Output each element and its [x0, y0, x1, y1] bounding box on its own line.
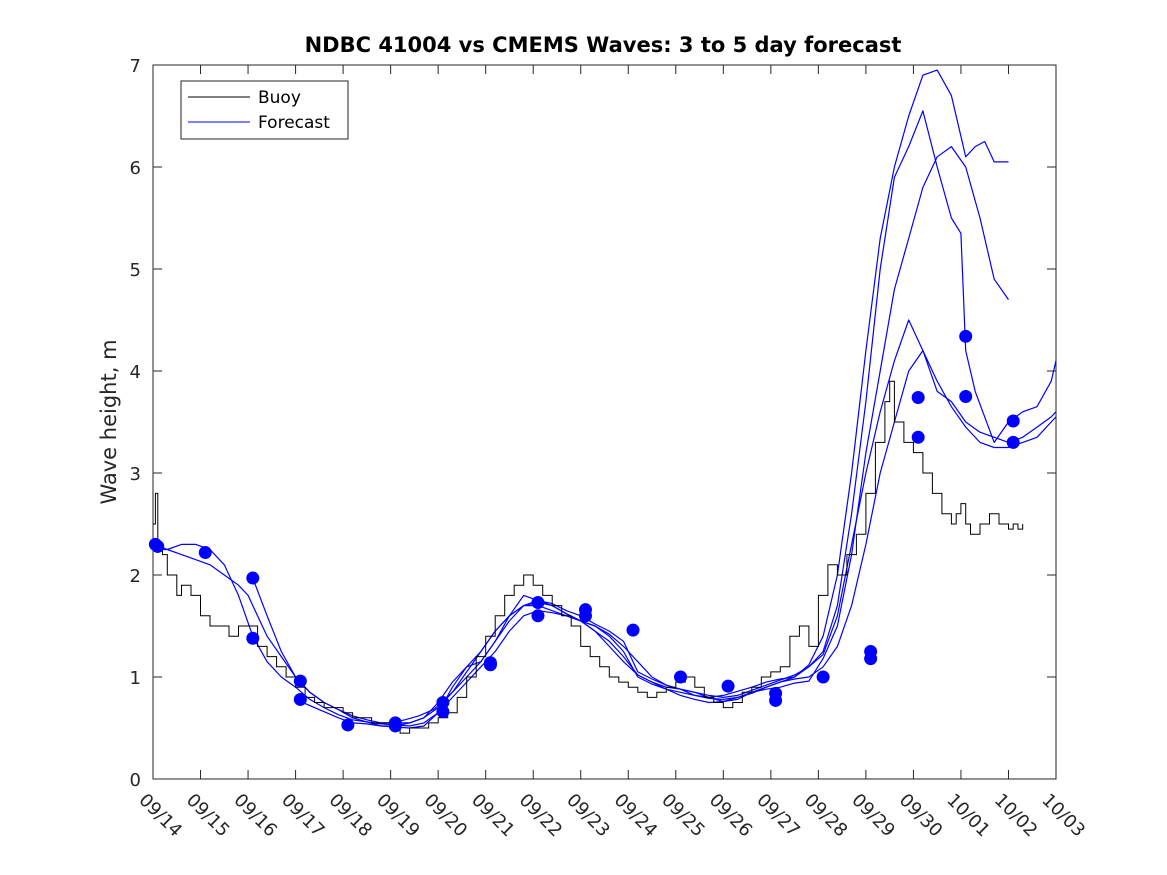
forecast-marker	[388, 719, 402, 733]
y-tick-label: 6	[130, 158, 141, 179]
forecast-marker	[911, 391, 925, 405]
legend-buoy-label: Buoy	[258, 88, 301, 108]
forecast-marker	[864, 652, 878, 666]
y-tick-label: 5	[130, 260, 141, 281]
forecast-marker	[959, 329, 973, 343]
forecast-marker	[151, 539, 165, 553]
chart-title: NDBC 41004 vs CMEMS Waves: 3 to 5 day fo…	[305, 33, 902, 57]
y-tick-label: 1	[130, 668, 141, 689]
y-tick-label: 4	[130, 362, 141, 383]
forecast-marker	[1006, 414, 1020, 428]
y-tick-label: 3	[130, 464, 141, 485]
forecast-marker	[816, 670, 830, 684]
forecast-marker	[341, 718, 355, 732]
y-axis-label: Wave height, m	[97, 339, 121, 504]
legend-forecast-label: Forecast	[258, 113, 330, 133]
forecast-marker	[959, 390, 973, 403]
forecast-marker	[531, 596, 545, 610]
forecast-marker	[198, 546, 212, 560]
forecast-marker	[531, 609, 545, 623]
y-tick-label: 7	[130, 56, 141, 77]
forecast-series-line	[390, 110, 1057, 724]
forecast-marker	[246, 631, 260, 645]
forecast-marker	[721, 679, 735, 693]
forecast-marker	[293, 674, 307, 688]
forecast-marker	[1006, 435, 1020, 449]
forecast-marker	[483, 658, 497, 672]
forecast-marker	[626, 623, 640, 637]
y-tick-label: 0	[130, 770, 141, 791]
legend: Buoy Forecast	[180, 80, 349, 140]
buoy-series-line	[153, 380, 1024, 734]
y-tick-label: 2	[130, 566, 141, 587]
forecast-markers	[148, 329, 1020, 733]
plot-area-frame	[152, 64, 1057, 780]
forecast-marker	[436, 696, 450, 709]
forecast-marker	[246, 571, 260, 585]
forecast-marker	[293, 692, 307, 706]
y-axis-ticks: 0 1 2 3 4 5 6 7	[130, 56, 1056, 791]
forecast-marker	[769, 693, 783, 707]
forecast-marker	[436, 705, 450, 719]
forecast-marker	[578, 609, 592, 623]
forecast-marker	[674, 670, 688, 684]
forecast-marker	[911, 430, 925, 444]
series-layer	[152, 69, 1057, 734]
legend-box	[180, 80, 349, 140]
forecast-series-line	[295, 146, 1009, 729]
